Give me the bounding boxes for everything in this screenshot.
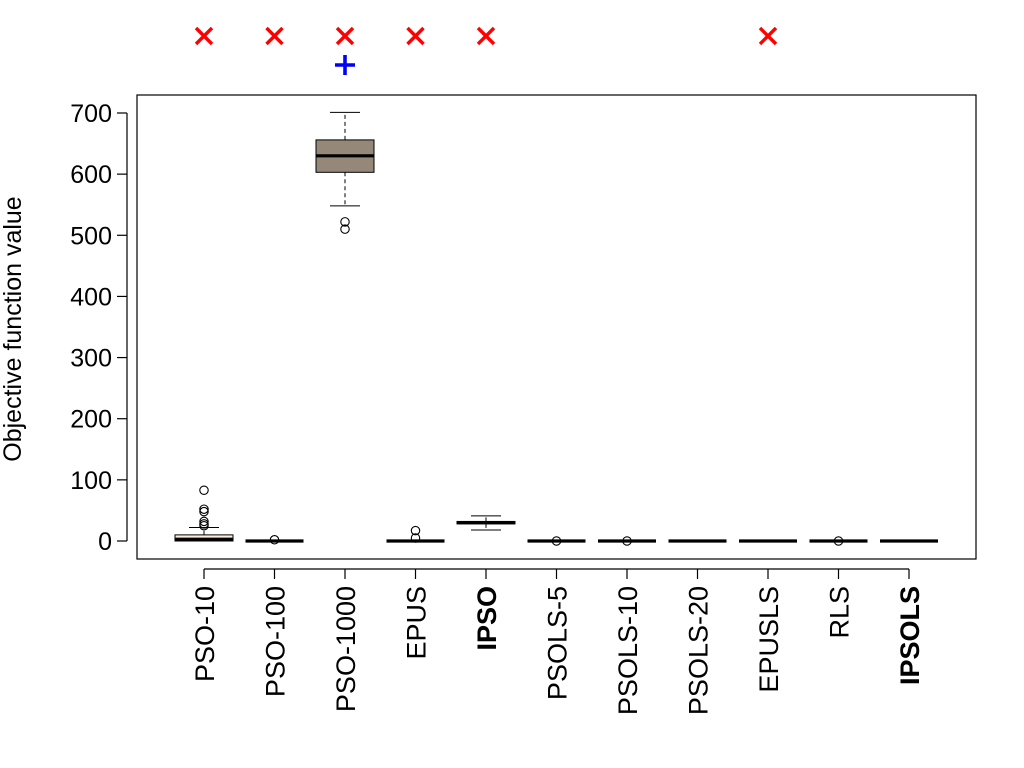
- box-rls: [809, 536, 868, 546]
- x-marker: [406, 26, 425, 46]
- x-tick-label: EPUS: [402, 586, 432, 660]
- plus-marker: [335, 55, 355, 75]
- box-psols-5: [527, 536, 586, 546]
- x-marker: [265, 26, 284, 46]
- outlier-point: [269, 535, 280, 545]
- significance-markers: [194, 26, 778, 75]
- x-marker: [335, 26, 355, 46]
- y-axis-title: Objective function value: [0, 196, 27, 461]
- outlier-point: [833, 536, 844, 546]
- y-tick-label: 400: [70, 283, 112, 311]
- outlier-point: [340, 224, 350, 234]
- box-pso-100: [245, 535, 304, 545]
- outlier-point: [199, 504, 209, 514]
- box-epus: [386, 525, 445, 543]
- y-axis: 0 100 200 300 400 500 600 700: [70, 100, 128, 556]
- x-marker: [476, 26, 496, 46]
- outlier-point: [199, 485, 209, 496]
- x-tick-label: PSOLS-10: [613, 586, 643, 715]
- x-marker-stroke: [194, 26, 214, 46]
- y-tick-label: 100: [70, 467, 112, 495]
- x-tick-label: PSOLS-5: [543, 586, 573, 700]
- x-tick-label: PSOLS-20: [684, 586, 714, 715]
- box-psols-10: [598, 536, 656, 546]
- boxplot-series: [174, 111, 938, 546]
- x-marker-stroke: [406, 26, 425, 46]
- x-marker-stroke: [476, 26, 496, 46]
- box-ipso: [456, 515, 516, 531]
- x-marker: [758, 26, 778, 46]
- x-marker: [194, 26, 214, 46]
- x-axis: PSO-10 PSO-100 PSO-1000 EPUS IPSO PSOLS-5 PSOL…: [190, 568, 925, 715]
- outlier-point: [410, 525, 421, 536]
- x-marker-stroke: [265, 26, 284, 46]
- outlier-point: [410, 533, 421, 543]
- outlier-point: [551, 536, 562, 546]
- y-tick-label: 500: [70, 222, 112, 250]
- x-tick-label: IPSOLS: [895, 586, 925, 685]
- x-tick-label: RLS: [825, 586, 855, 639]
- y-tick-label: 300: [70, 345, 112, 373]
- box-pso-10: [174, 485, 234, 542]
- box-pso-1000: [315, 111, 375, 234]
- x-tick-label: PSO-10: [190, 586, 220, 682]
- x-marker-stroke: [335, 26, 355, 46]
- outlier-point: [199, 520, 209, 531]
- outlier-point: [199, 516, 209, 527]
- x-tick-label: PSO-1000: [331, 586, 361, 712]
- y-tick-label: 0: [98, 528, 112, 556]
- outlier-point: [340, 217, 350, 227]
- y-tick-label: 200: [70, 406, 112, 434]
- x-tick-label: IPSO: [472, 586, 502, 651]
- plot-frame: [136, 94, 977, 560]
- y-tick-label: 700: [70, 100, 112, 128]
- x-tick-label: EPUSLS: [754, 586, 784, 693]
- y-tick-label: 600: [70, 161, 112, 189]
- x-marker-stroke: [758, 26, 778, 46]
- outlier-point: [199, 506, 209, 517]
- x-tick-label: PSO-100: [261, 586, 291, 697]
- outlier-point: [622, 536, 632, 546]
